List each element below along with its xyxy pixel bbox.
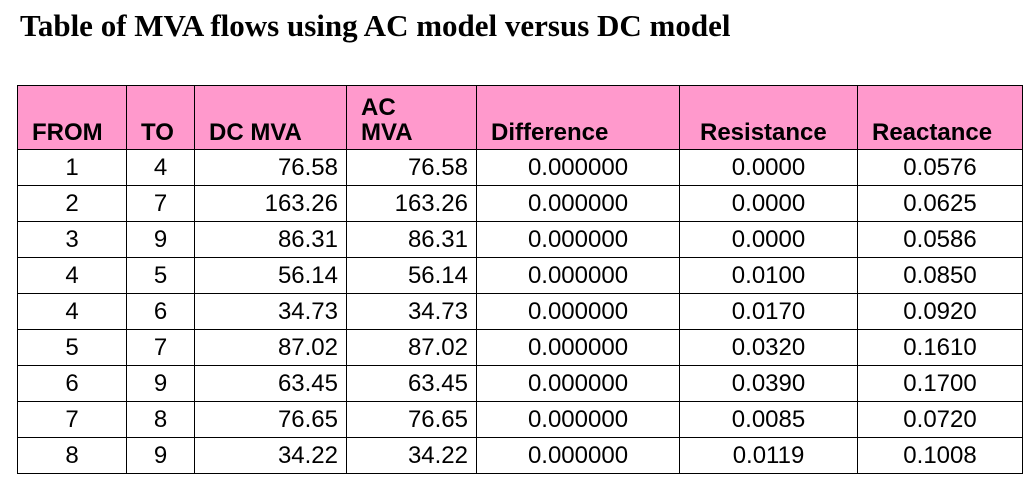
cell-ac-mva: 86.31 bbox=[346, 221, 477, 258]
table-row: 7 8 76.65 76.65 0.000000 0.0085 0.0720 bbox=[17, 401, 1023, 438]
cell-dc-mva: 56.14 bbox=[194, 257, 347, 294]
cell-difference: 0.000000 bbox=[476, 149, 680, 186]
cell-reactance: 0.0920 bbox=[857, 293, 1023, 330]
cell-ac-mva: 34.73 bbox=[346, 293, 477, 330]
header-resistance: Resistance bbox=[679, 85, 858, 150]
table-row: 4 5 56.14 56.14 0.000000 0.0100 0.0850 bbox=[17, 257, 1023, 294]
header-ac-mva: AC MVA bbox=[346, 85, 477, 150]
cell-resistance: 0.0085 bbox=[679, 401, 858, 438]
cell-ac-mva: 76.65 bbox=[346, 401, 477, 438]
page-title: Table of MVA flows using AC model versus… bbox=[20, 8, 731, 43]
cell-from: 4 bbox=[17, 257, 127, 294]
cell-from: 7 bbox=[17, 401, 127, 438]
header-to: TO bbox=[126, 85, 195, 150]
header-row: FROM TO DC MVA AC MVA Difference Resista… bbox=[17, 85, 1023, 150]
cell-dc-mva: 63.45 bbox=[194, 365, 347, 402]
header-difference: Difference bbox=[476, 85, 680, 150]
cell-reactance: 0.0720 bbox=[857, 401, 1023, 438]
cell-from: 5 bbox=[17, 329, 127, 366]
table-row: 8 9 34.22 34.22 0.000000 0.0119 0.1008 bbox=[17, 437, 1023, 474]
cell-reactance: 0.1700 bbox=[857, 365, 1023, 402]
cell-dc-mva: 87.02 bbox=[194, 329, 347, 366]
cell-to: 4 bbox=[126, 149, 195, 186]
cell-difference: 0.000000 bbox=[476, 401, 680, 438]
cell-resistance: 0.0170 bbox=[679, 293, 858, 330]
cell-from: 2 bbox=[17, 185, 127, 222]
cell-difference: 0.000000 bbox=[476, 329, 680, 366]
cell-ac-mva: 63.45 bbox=[346, 365, 477, 402]
cell-ac-mva: 34.22 bbox=[346, 437, 477, 474]
cell-resistance: 0.0000 bbox=[679, 185, 858, 222]
cell-dc-mva: 34.73 bbox=[194, 293, 347, 330]
cell-ac-mva: 163.26 bbox=[346, 185, 477, 222]
cell-to: 9 bbox=[126, 365, 195, 402]
cell-dc-mva: 163.26 bbox=[194, 185, 347, 222]
cell-ac-mva: 56.14 bbox=[346, 257, 477, 294]
table-header: FROM TO DC MVA AC MVA Difference Resista… bbox=[17, 85, 1023, 150]
cell-reactance: 0.1008 bbox=[857, 437, 1023, 474]
table-row: 1 4 76.58 76.58 0.000000 0.0000 0.0576 bbox=[17, 149, 1023, 186]
cell-reactance: 0.1610 bbox=[857, 329, 1023, 366]
header-from: FROM bbox=[17, 85, 127, 150]
cell-dc-mva: 86.31 bbox=[194, 221, 347, 258]
cell-resistance: 0.0100 bbox=[679, 257, 858, 294]
header-dc-mva: DC MVA bbox=[194, 85, 347, 150]
cell-resistance: 0.0000 bbox=[679, 221, 858, 258]
cell-resistance: 0.0119 bbox=[679, 437, 858, 474]
cell-to: 6 bbox=[126, 293, 195, 330]
table-body: 1 4 76.58 76.58 0.000000 0.0000 0.0576 2… bbox=[17, 149, 1023, 474]
cell-resistance: 0.0320 bbox=[679, 329, 858, 366]
cell-difference: 0.000000 bbox=[476, 221, 680, 258]
mva-flows-table: FROM TO DC MVA AC MVA Difference Resista… bbox=[17, 85, 1023, 474]
cell-difference: 0.000000 bbox=[476, 437, 680, 474]
cell-dc-mva: 34.22 bbox=[194, 437, 347, 474]
cell-from: 8 bbox=[17, 437, 127, 474]
header-reactance: Reactance bbox=[857, 85, 1023, 150]
cell-reactance: 0.0576 bbox=[857, 149, 1023, 186]
cell-reactance: 0.0625 bbox=[857, 185, 1023, 222]
cell-to: 9 bbox=[126, 221, 195, 258]
cell-to: 5 bbox=[126, 257, 195, 294]
cell-dc-mva: 76.58 bbox=[194, 149, 347, 186]
cell-from: 1 bbox=[17, 149, 127, 186]
cell-difference: 0.000000 bbox=[476, 293, 680, 330]
cell-ac-mva: 87.02 bbox=[346, 329, 477, 366]
cell-to: 7 bbox=[126, 329, 195, 366]
cell-resistance: 0.0390 bbox=[679, 365, 858, 402]
cell-reactance: 0.0586 bbox=[857, 221, 1023, 258]
table-row: 3 9 86.31 86.31 0.000000 0.0000 0.0586 bbox=[17, 221, 1023, 258]
cell-from: 4 bbox=[17, 293, 127, 330]
table-row: 2 7 163.26 163.26 0.000000 0.0000 0.0625 bbox=[17, 185, 1023, 222]
table-row: 4 6 34.73 34.73 0.000000 0.0170 0.0920 bbox=[17, 293, 1023, 330]
cell-difference: 0.000000 bbox=[476, 185, 680, 222]
cell-to: 9 bbox=[126, 437, 195, 474]
table-row: 6 9 63.45 63.45 0.000000 0.0390 0.1700 bbox=[17, 365, 1023, 402]
cell-reactance: 0.0850 bbox=[857, 257, 1023, 294]
cell-dc-mva: 76.65 bbox=[194, 401, 347, 438]
cell-to: 8 bbox=[126, 401, 195, 438]
cell-from: 3 bbox=[17, 221, 127, 258]
cell-to: 7 bbox=[126, 185, 195, 222]
cell-from: 6 bbox=[17, 365, 127, 402]
cell-ac-mva: 76.58 bbox=[346, 149, 477, 186]
cell-difference: 0.000000 bbox=[476, 257, 680, 294]
cell-difference: 0.000000 bbox=[476, 365, 680, 402]
table-row: 5 7 87.02 87.02 0.000000 0.0320 0.1610 bbox=[17, 329, 1023, 366]
cell-resistance: 0.0000 bbox=[679, 149, 858, 186]
